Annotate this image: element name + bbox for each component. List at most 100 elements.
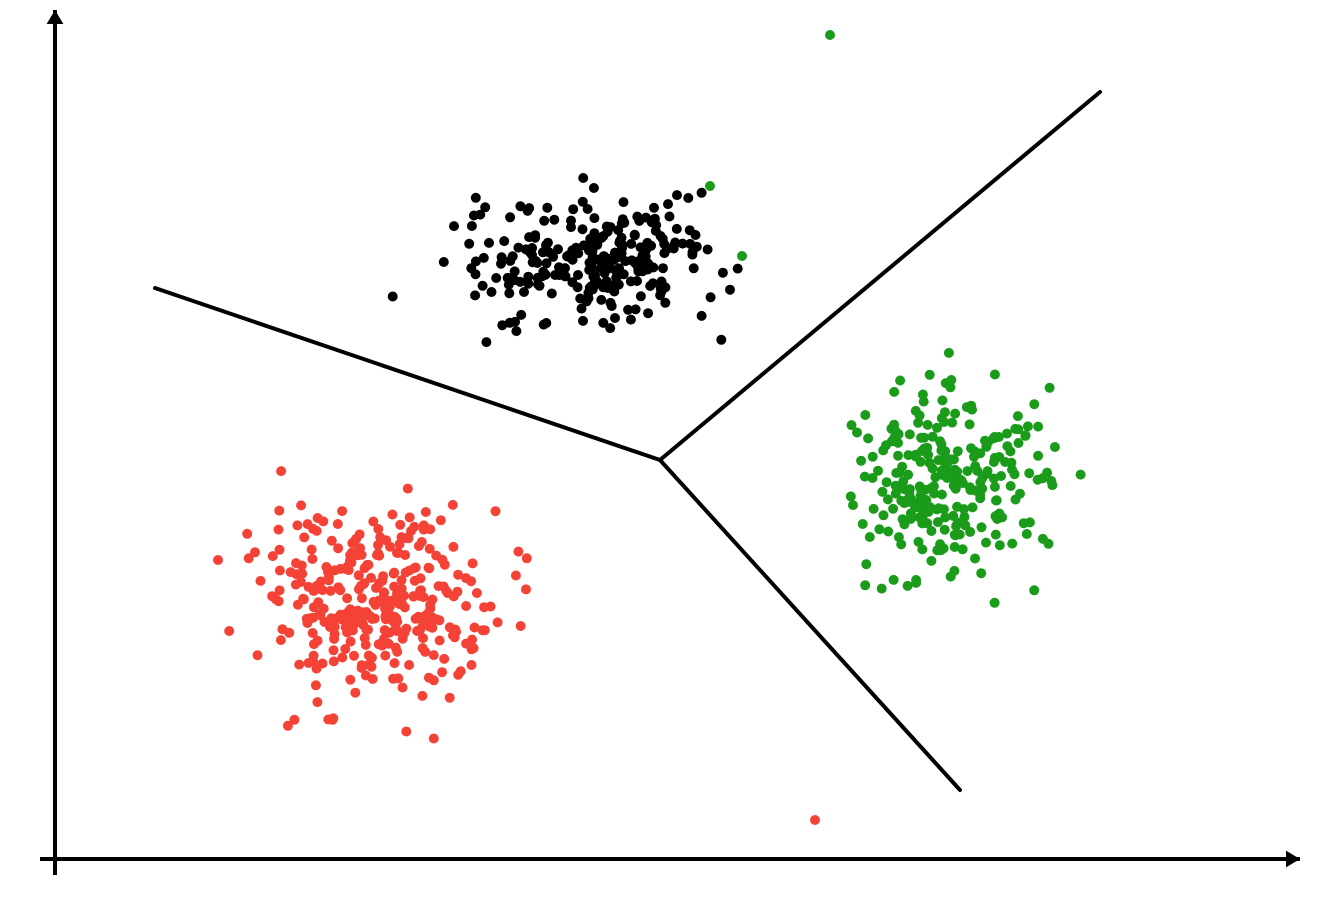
data-point xyxy=(918,390,928,400)
data-point xyxy=(889,387,899,397)
data-point xyxy=(911,575,921,585)
data-point xyxy=(646,241,656,251)
data-point xyxy=(296,500,306,510)
data-point xyxy=(385,542,395,552)
data-point xyxy=(277,624,287,634)
data-point xyxy=(568,204,578,214)
data-point xyxy=(950,465,960,475)
data-point xyxy=(421,507,431,517)
data-point xyxy=(685,225,695,235)
data-point xyxy=(1024,468,1034,478)
data-point xyxy=(965,485,975,495)
data-point xyxy=(471,269,481,279)
data-point xyxy=(425,600,435,610)
data-point xyxy=(607,301,617,311)
data-point xyxy=(346,637,356,647)
data-point xyxy=(337,653,347,663)
data-point xyxy=(725,285,735,295)
data-point xyxy=(911,450,921,460)
data-point xyxy=(350,688,360,698)
data-point xyxy=(991,432,1001,442)
data-point xyxy=(312,664,322,674)
data-point xyxy=(566,222,576,232)
data-point xyxy=(981,538,991,548)
data-point xyxy=(397,575,407,585)
data-point xyxy=(975,493,985,503)
chart-svg xyxy=(0,0,1318,906)
data-point xyxy=(424,563,434,573)
data-point xyxy=(395,520,405,530)
data-point xyxy=(929,481,939,491)
data-point xyxy=(439,582,449,592)
data-point xyxy=(312,697,322,707)
data-point xyxy=(521,584,531,594)
data-point xyxy=(926,556,936,566)
data-point xyxy=(418,633,428,643)
data-point xyxy=(451,627,461,637)
data-point xyxy=(367,662,377,672)
data-point xyxy=(547,289,557,299)
data-point xyxy=(942,473,952,483)
data-point xyxy=(515,201,525,211)
data-point xyxy=(1006,481,1016,491)
data-point xyxy=(491,506,501,516)
data-point xyxy=(657,286,667,296)
data-point xyxy=(493,617,503,627)
data-point xyxy=(903,581,913,591)
data-point xyxy=(991,530,1001,540)
data-point xyxy=(672,190,682,200)
data-point xyxy=(869,504,879,514)
data-point xyxy=(511,326,521,336)
data-point xyxy=(325,622,335,632)
data-point xyxy=(589,213,599,223)
data-point xyxy=(904,488,914,498)
data-point xyxy=(297,561,307,571)
data-point xyxy=(632,212,642,222)
data-point xyxy=(467,660,477,670)
data-point xyxy=(316,577,326,587)
data-point xyxy=(877,487,887,497)
data-point xyxy=(516,621,526,631)
data-point xyxy=(392,647,402,657)
data-point xyxy=(516,310,526,320)
data-point xyxy=(499,236,509,246)
data-point xyxy=(470,623,480,633)
data-point xyxy=(464,239,474,249)
data-point xyxy=(617,233,627,243)
data-point xyxy=(945,382,955,392)
data-point xyxy=(1013,424,1023,434)
data-point xyxy=(861,559,871,569)
data-point xyxy=(911,406,921,416)
data-point xyxy=(879,510,889,520)
data-point xyxy=(881,440,891,450)
data-point xyxy=(602,276,612,286)
data-point xyxy=(1029,585,1039,595)
data-point xyxy=(439,257,449,267)
data-point xyxy=(966,401,976,411)
data-point xyxy=(548,252,558,262)
data-point xyxy=(937,395,947,405)
data-point xyxy=(347,617,357,627)
data-point xyxy=(522,553,532,563)
data-point xyxy=(431,614,441,624)
data-point xyxy=(611,279,621,289)
data-point xyxy=(505,212,515,222)
data-point xyxy=(589,183,599,193)
data-point xyxy=(472,588,482,598)
data-point xyxy=(419,592,429,602)
data-point xyxy=(672,224,682,234)
data-point xyxy=(1045,383,1055,393)
data-point xyxy=(355,543,365,553)
data-point xyxy=(532,258,542,268)
data-point xyxy=(390,625,400,635)
data-point xyxy=(965,419,975,429)
data-point xyxy=(562,251,572,261)
data-point xyxy=(706,292,716,302)
data-point xyxy=(846,491,856,501)
data-point xyxy=(294,660,304,670)
data-point xyxy=(397,532,407,542)
data-point xyxy=(600,252,610,262)
data-point xyxy=(357,593,367,603)
data-point xyxy=(578,197,588,207)
data-point xyxy=(1007,539,1017,549)
